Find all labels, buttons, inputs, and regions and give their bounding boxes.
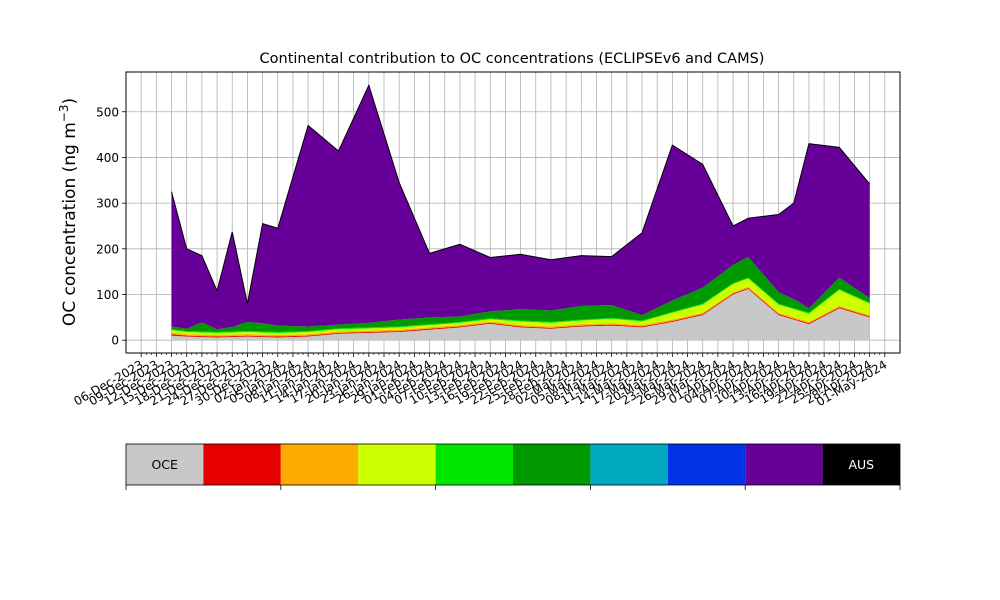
legend-label-ca: CA [388, 457, 406, 472]
y-axis-ticks: 0 100 200 300 400 500 [96, 105, 126, 348]
y-tick-label: 400 [96, 151, 119, 165]
legend-label-aus: AUS [848, 457, 874, 472]
y-tick-label: 500 [96, 105, 119, 119]
legend-label-gnl: GNL [229, 457, 255, 472]
legend-label-na: NA [465, 457, 483, 472]
legend-swatch-ca [358, 444, 436, 485]
stacked-areas [171, 85, 870, 341]
x-axis-ticks: 06-Dec-202309-Dec-202312-Dec-202315-Dec-… [71, 353, 889, 409]
legend-label-asi: ASI [774, 457, 794, 472]
legend-frame [125, 443, 901, 486]
total-line [171, 83, 871, 304]
legend-label-rus: RUS [694, 457, 720, 472]
y-tick-label: 0 [111, 334, 119, 348]
chart-title: Continental contribution to OC concentra… [260, 51, 765, 67]
y-axis-label-close: ) [60, 98, 80, 105]
legend-swatch-na [435, 444, 513, 485]
area-afr [171, 257, 870, 332]
legend-swatch-aus [822, 444, 900, 485]
area-ca [171, 278, 870, 336]
legend-swatch-gnl [203, 444, 281, 485]
y-axis-label-exponent: −3 [57, 104, 71, 122]
area-asi [171, 85, 870, 330]
area-oce [171, 289, 870, 341]
legend-swatch-asi [745, 444, 823, 485]
y-tick-label: 100 [96, 288, 119, 302]
total-outline [171, 83, 871, 304]
legend-swatch-sa [280, 444, 359, 485]
legend-label-eur: EUR [616, 457, 642, 472]
legend-label-sa: SA [311, 457, 328, 472]
y-axis-label: OC concentration (ng m−3) [57, 98, 80, 326]
legend-swatch-rus [667, 444, 746, 485]
legend-swatch-oce [126, 444, 204, 485]
y-tick-label: 200 [96, 242, 119, 256]
y-tick-label: 300 [96, 197, 119, 211]
legend-label-oce: OCE [151, 457, 178, 472]
legend: OCE GNL SA CA NA AFR EUR RUS ASI AUS [125, 443, 901, 490]
legend-swatch-afr [513, 444, 591, 485]
y-axis-label-text: OC concentration (ng m [60, 122, 80, 326]
legend-swatch-eur [590, 444, 668, 485]
plot-frame [125, 71, 901, 354]
legend-label-afr: AFR [539, 457, 564, 472]
